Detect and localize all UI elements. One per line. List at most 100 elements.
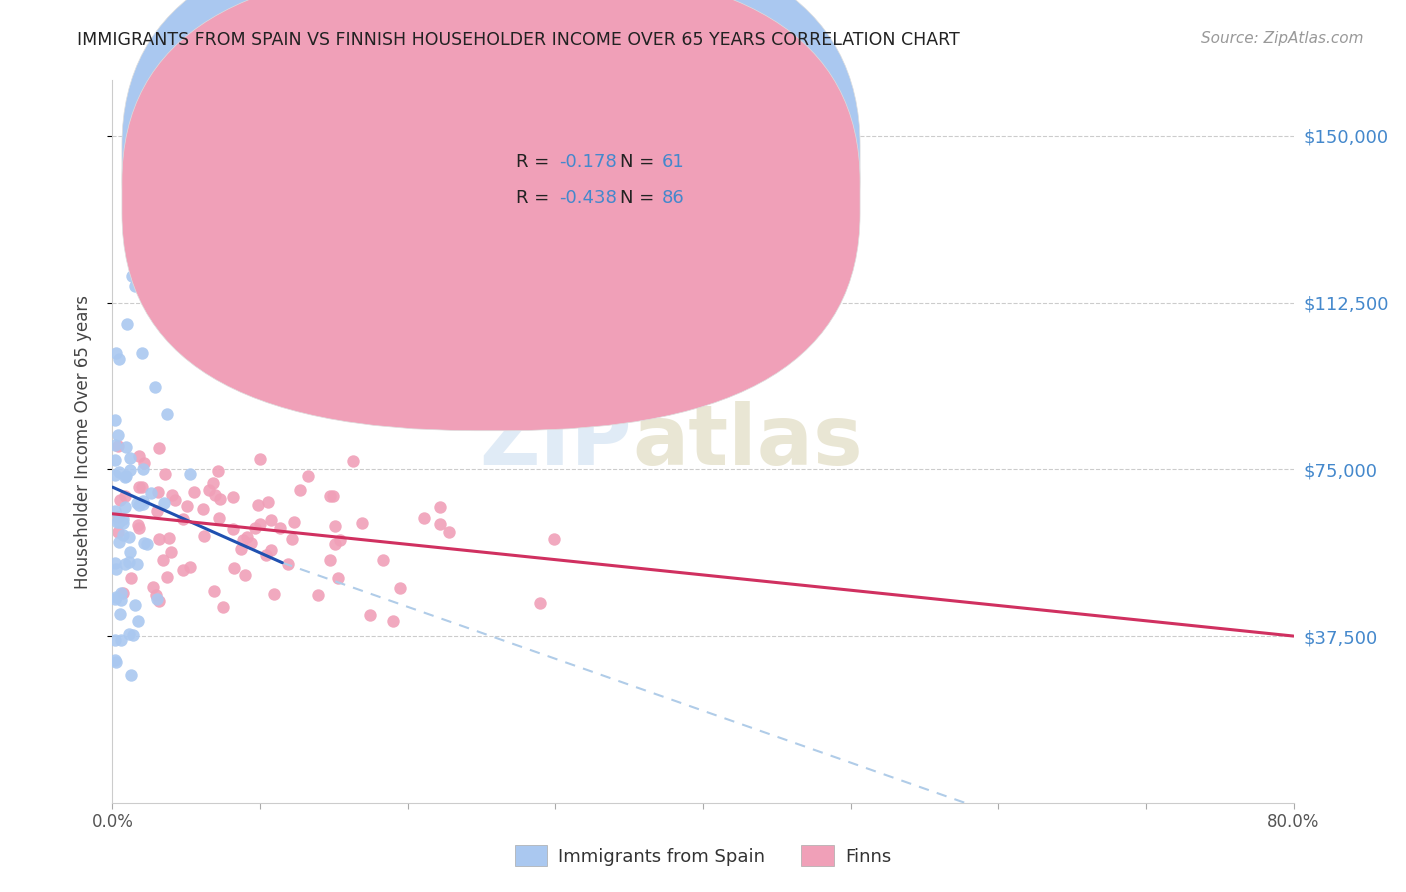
FancyBboxPatch shape: [456, 131, 738, 246]
Text: N =: N =: [620, 153, 661, 170]
Point: [107, 439, 129, 453]
Point: [132, 494, 155, 508]
Point: [145, 504, 167, 518]
Point: [260, 542, 283, 557]
Text: 61: 61: [662, 153, 685, 170]
Point: [131, 346, 153, 360]
Text: -0.178: -0.178: [560, 153, 617, 170]
Point: [176, 499, 198, 513]
Point: [193, 529, 215, 543]
Point: [107, 427, 129, 442]
Point: [381, 615, 404, 629]
Point: [122, 628, 145, 642]
Point: [118, 555, 141, 569]
Point: [132, 497, 155, 511]
Point: [128, 521, 150, 535]
Point: [247, 498, 270, 512]
Point: [153, 467, 176, 481]
Point: [260, 513, 283, 527]
Point: [231, 542, 253, 557]
Point: [112, 516, 135, 530]
Point: [148, 532, 170, 546]
Point: [104, 592, 127, 607]
Point: [204, 488, 226, 502]
Point: [128, 480, 150, 494]
Point: [142, 580, 165, 594]
Point: [104, 453, 127, 467]
Point: [124, 598, 146, 612]
Text: atlas: atlas: [633, 401, 863, 482]
Point: [118, 451, 141, 466]
Y-axis label: Householder Income Over 65 years: Householder Income Over 65 years: [73, 294, 91, 589]
Point: [160, 488, 183, 502]
Point: [288, 483, 311, 498]
Point: [114, 441, 136, 455]
Point: [139, 485, 162, 500]
Point: [107, 466, 129, 480]
Point: [222, 490, 245, 504]
Point: [104, 346, 127, 360]
Point: [224, 561, 246, 575]
Point: [152, 495, 174, 509]
Point: [281, 532, 304, 546]
Point: [127, 558, 149, 572]
Point: [152, 553, 174, 567]
Point: [236, 530, 259, 544]
Point: [201, 475, 224, 490]
Point: [105, 562, 128, 576]
Point: [111, 586, 134, 600]
Point: [143, 380, 166, 394]
Point: [132, 462, 155, 476]
Point: [108, 352, 131, 367]
Point: [323, 537, 346, 551]
Point: [118, 626, 141, 640]
Point: [117, 530, 139, 544]
Point: [104, 413, 127, 427]
Point: [249, 516, 271, 531]
Point: [127, 518, 149, 533]
Point: [115, 318, 138, 332]
Point: [322, 489, 344, 503]
Point: [202, 584, 225, 599]
Point: [134, 456, 156, 470]
Point: [145, 592, 167, 607]
Point: [222, 522, 245, 536]
Point: [163, 492, 186, 507]
Point: [389, 581, 412, 595]
Point: [128, 498, 150, 512]
Point: [249, 452, 271, 467]
Point: [283, 515, 305, 529]
Point: [108, 492, 131, 507]
Point: [352, 516, 374, 530]
Point: [146, 485, 169, 500]
Point: [105, 515, 128, 529]
Point: [108, 513, 131, 527]
Point: [543, 532, 565, 546]
Point: [145, 588, 167, 602]
Point: [135, 536, 157, 550]
Point: [110, 593, 132, 607]
Point: [115, 468, 138, 483]
Point: [104, 655, 127, 669]
Point: [156, 407, 179, 421]
Point: [148, 441, 170, 455]
Point: [208, 511, 231, 525]
Point: [233, 567, 256, 582]
Point: [269, 521, 291, 535]
Point: [110, 632, 132, 647]
Text: R =: R =: [516, 189, 555, 207]
Point: [110, 585, 132, 599]
Point: [212, 599, 235, 614]
Point: [114, 470, 136, 484]
Point: [104, 468, 127, 483]
Point: [107, 535, 129, 549]
Point: [319, 489, 342, 503]
Point: [132, 535, 155, 549]
Point: [111, 512, 134, 526]
Point: [118, 463, 141, 477]
Point: [107, 510, 129, 524]
Point: [105, 591, 128, 605]
Point: [121, 269, 143, 284]
Point: [254, 549, 277, 563]
Point: [529, 596, 551, 610]
